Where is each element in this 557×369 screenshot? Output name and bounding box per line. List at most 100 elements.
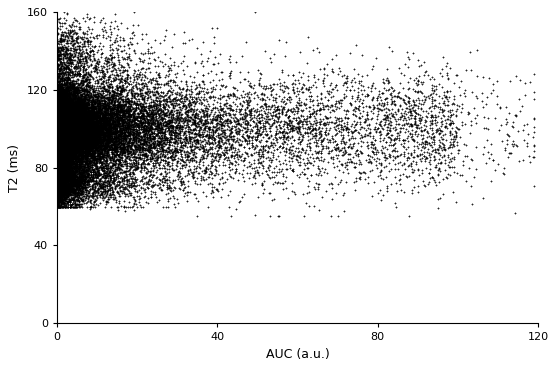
Point (60, 136, 69, 142)
Point (69, 141, 78, 146)
Point (53, 163, 62, 169)
Point (59, 116, 68, 122)
Point (303, 161, 312, 166)
Point (67, 130, 76, 136)
Point (55, 141, 64, 147)
Point (75, 108, 84, 114)
Point (153, 106, 162, 111)
Point (75, 180, 84, 186)
Point (55, 137, 63, 142)
Point (83, 149, 92, 155)
Point (390, 161, 399, 167)
Point (460, 87, 469, 93)
Point (88, 114, 97, 120)
Point (61, 200, 70, 206)
Point (60, 185, 69, 191)
Point (62, 164, 71, 170)
Point (89, 92, 98, 98)
Point (55, 122, 64, 128)
Point (84, 136, 93, 142)
Point (69, 95, 78, 101)
Point (113, 148, 122, 154)
Point (67, 110, 76, 116)
Point (64, 121, 73, 127)
Point (94, 144, 102, 149)
Point (83, 130, 92, 136)
Point (113, 110, 122, 116)
Point (85, 112, 94, 118)
Point (71, 168, 80, 174)
Point (53, 124, 62, 130)
Point (97, 106, 106, 112)
Point (55, 148, 64, 154)
Point (54, 176, 63, 182)
Point (56, 173, 65, 179)
Point (65, 123, 74, 129)
Point (101, 123, 110, 129)
Point (69, 86, 77, 92)
Point (61, 137, 70, 142)
Point (91, 114, 100, 120)
Point (120, 104, 129, 110)
Point (84, 165, 93, 171)
Point (74, 148, 83, 154)
Point (62, 124, 71, 130)
Point (55, 121, 64, 127)
Point (54, 175, 63, 181)
Point (55, 147, 64, 153)
Point (57, 142, 66, 148)
Point (314, 76, 323, 82)
Point (174, 124, 183, 130)
Point (69, 168, 78, 174)
Point (75, 124, 84, 130)
Point (78, 145, 87, 151)
Point (53, 112, 62, 118)
Point (117, 103, 126, 109)
Point (57, 148, 66, 154)
Point (53, 138, 62, 144)
Point (66, 93, 75, 99)
Point (77, 176, 86, 182)
Point (95, 121, 104, 127)
Point (56, 151, 65, 157)
Point (57, 151, 66, 156)
Point (71, 143, 80, 149)
Point (72, 170, 81, 176)
Point (57, 193, 66, 199)
Point (123, 163, 131, 169)
Point (159, 122, 168, 128)
Point (182, 117, 191, 123)
Point (182, 199, 191, 204)
Point (65, 140, 74, 146)
Point (114, 46, 123, 52)
Point (61, 122, 70, 128)
Point (60, 151, 69, 157)
Point (192, 154, 201, 160)
Point (57, 132, 66, 138)
Point (61, 139, 70, 145)
Point (70, 149, 79, 155)
Point (172, 125, 180, 131)
Point (58, 180, 67, 186)
Point (58, 133, 67, 139)
Point (66, 137, 75, 143)
Point (55, 134, 63, 140)
Point (110, 135, 119, 141)
Point (73, 121, 82, 127)
Point (63, 145, 72, 151)
Point (65, 113, 74, 119)
Point (65, 116, 74, 122)
Point (74, 97, 83, 103)
Point (60, 129, 69, 135)
Point (77, 88, 86, 94)
Point (110, 148, 119, 154)
Point (198, 133, 207, 139)
Point (95, 140, 104, 146)
Point (61, 133, 70, 139)
Point (67, 81, 76, 87)
Point (89, 132, 98, 138)
Point (54, 96, 63, 101)
Point (281, 119, 290, 125)
Point (60, 105, 69, 111)
Point (340, 96, 349, 101)
